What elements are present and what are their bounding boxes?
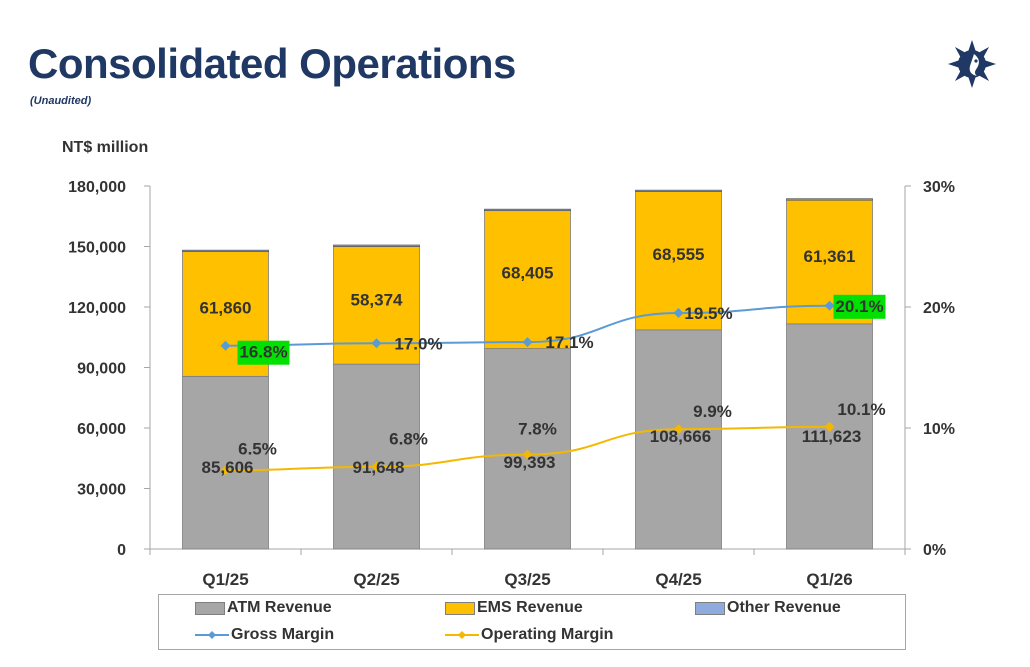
left-axis-tick-label: 120,000: [68, 300, 126, 317]
legend-item-gross-margin: Gross Margin: [195, 626, 334, 644]
other-revenue-bar: [182, 249, 269, 253]
right-axis-tick-label: 30%: [923, 179, 955, 196]
x-axis-category-label: Q1/25: [202, 570, 248, 589]
atm-revenue-bar: [484, 348, 571, 550]
other-revenue-bar: [786, 198, 873, 201]
gross-margin-data-label: 16.8%: [239, 343, 287, 362]
ems-revenue-bar: [635, 191, 722, 331]
legend-item-ems: EMS Revenue: [445, 599, 583, 617]
gross-margin-data-label: 17.0%: [394, 334, 442, 353]
company-logo-icon: [948, 40, 996, 88]
operating-margin-marker: [673, 424, 684, 435]
atm-revenue-bar: [333, 363, 420, 550]
y-axis-unit-label: NT$ million: [62, 139, 149, 156]
atm-revenue-data-label: 111,623: [802, 427, 862, 446]
atm-revenue-data-label: 108,666: [650, 427, 711, 446]
gross-margin-line-icon: [195, 631, 229, 639]
left-axis-tick-label: 90,000: [77, 361, 126, 378]
x-axis-category-label: Q4/25: [655, 570, 701, 589]
atm-revenue-data-label: 85,606: [202, 458, 254, 477]
other-revenue-bar: [635, 189, 722, 193]
operating-margin-data-label: 9.9%: [693, 402, 732, 421]
chart-legend: ATM Revenue EMS Revenue Other Revenue Gr…: [158, 594, 906, 650]
ems-revenue-bar: [484, 210, 571, 349]
operating-margin-marker: [522, 449, 533, 460]
gross-margin-marker: [522, 337, 533, 348]
legend-item-other: Other Revenue: [695, 599, 841, 617]
legend-label-gross: Gross Margin: [231, 626, 335, 643]
gross-margin-marker: [824, 300, 835, 311]
atm-revenue-bar: [786, 323, 873, 550]
left-axis-tick-label: 60,000: [77, 421, 126, 438]
left-axis-tick-label: 180,000: [68, 179, 126, 196]
legend-item-atm: ATM Revenue: [195, 599, 332, 617]
legend-label-operating: Operating Margin: [481, 626, 614, 643]
page-title: Consolidated Operations: [28, 40, 516, 87]
x-axis-category-label: Q3/25: [504, 570, 550, 589]
gross-margin-marker: [220, 340, 231, 351]
operating-margin-line-icon: [445, 631, 479, 639]
right-axis-tick-label: 10%: [923, 421, 955, 438]
gross-margin-data-label: 19.5%: [684, 304, 732, 323]
gross-margin-highlight: [833, 294, 886, 319]
atm-swatch: [195, 601, 225, 615]
ems-revenue-data-label: 68,405: [502, 264, 554, 283]
right-axis-tick-label: 20%: [923, 300, 955, 317]
atm-revenue-bar: [182, 375, 269, 550]
atm-revenue-data-label: 99,393: [504, 453, 556, 472]
other-swatch: [695, 601, 725, 615]
right-axis-tick-label: 0%: [923, 542, 946, 559]
atm-revenue-bar: [635, 329, 722, 550]
operating-margin-marker: [220, 465, 231, 476]
legend-label-other: Other Revenue: [727, 599, 841, 616]
other-revenue-bar: [333, 244, 420, 247]
operating-margin-data-label: 6.8%: [389, 430, 428, 449]
x-axis-category-label: Q1/26: [806, 570, 852, 589]
other-revenue-bar: [484, 208, 571, 212]
left-axis-tick-label: 0: [117, 542, 126, 559]
legend-label-ems: EMS Revenue: [477, 599, 583, 616]
legend-item-operating-margin: Operating Margin: [445, 626, 613, 644]
ems-revenue-data-label: 61,860: [200, 299, 252, 318]
atm-revenue-data-label: 91,648: [353, 458, 405, 477]
gross-margin-highlight: [237, 340, 290, 365]
ems-revenue-data-label: 58,374: [351, 290, 404, 309]
gross-margin-data-label: 17.1%: [545, 333, 593, 352]
gross-margin-marker: [673, 308, 684, 319]
operating-margin-data-label: 6.5%: [238, 439, 277, 458]
operating-margin-data-label: 7.8%: [518, 420, 557, 439]
ems-revenue-data-label: 68,555: [653, 245, 705, 264]
gross-margin-marker: [371, 338, 382, 349]
operating-margin-data-label: 10.1%: [837, 400, 885, 419]
operating-margin-marker: [371, 461, 382, 472]
page-subtitle: (Unaudited): [30, 95, 92, 107]
left-axis-tick-label: 150,000: [68, 240, 126, 257]
gross-margin-data-label: 20.1%: [835, 297, 883, 316]
left-axis-tick-label: 30,000: [77, 482, 126, 499]
ems-revenue-data-label: 61,361: [804, 247, 856, 266]
x-axis-category-label: Q2/25: [353, 570, 399, 589]
operating-margin-marker: [824, 421, 835, 432]
chart-area: 0 30,000 60,000 90,000 120,000 150,000 180,000…: [68, 179, 955, 589]
legend-label-atm: ATM Revenue: [227, 599, 332, 616]
ems-swatch: [445, 601, 475, 615]
